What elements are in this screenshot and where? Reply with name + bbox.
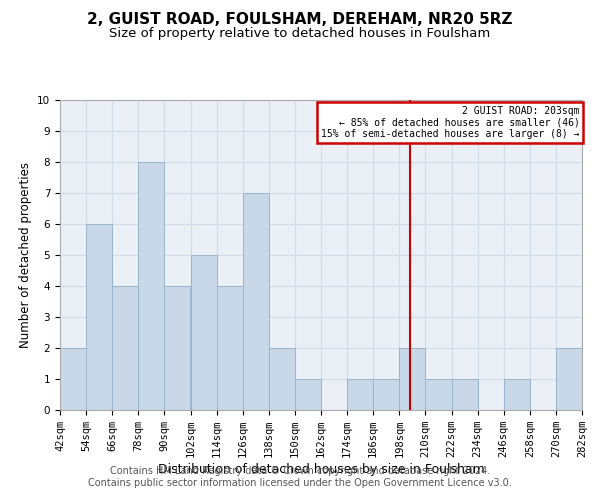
X-axis label: Distribution of detached houses by size in Foulsham: Distribution of detached houses by size …: [158, 463, 484, 476]
Bar: [86, 224, 112, 410]
Bar: [503, 379, 530, 410]
Bar: [217, 286, 242, 410]
Bar: [452, 379, 478, 410]
Bar: [138, 162, 164, 410]
Bar: [269, 348, 295, 410]
Text: Size of property relative to detached houses in Foulsham: Size of property relative to detached ho…: [109, 28, 491, 40]
Bar: [164, 286, 190, 410]
Bar: [242, 193, 269, 410]
Y-axis label: Number of detached properties: Number of detached properties: [19, 162, 32, 348]
Bar: [556, 348, 582, 410]
Bar: [191, 255, 217, 410]
Text: 2 GUIST ROAD: 203sqm
← 85% of detached houses are smaller (46)
15% of semi-detac: 2 GUIST ROAD: 203sqm ← 85% of detached h…: [321, 106, 580, 140]
Bar: [425, 379, 452, 410]
Text: 2, GUIST ROAD, FOULSHAM, DEREHAM, NR20 5RZ: 2, GUIST ROAD, FOULSHAM, DEREHAM, NR20 5…: [87, 12, 513, 28]
Bar: [112, 286, 138, 410]
Bar: [373, 379, 400, 410]
Text: Contains HM Land Registry data © Crown copyright and database right 2024.
Contai: Contains HM Land Registry data © Crown c…: [88, 466, 512, 487]
Bar: [400, 348, 425, 410]
Bar: [347, 379, 373, 410]
Bar: [295, 379, 321, 410]
Bar: [60, 348, 86, 410]
